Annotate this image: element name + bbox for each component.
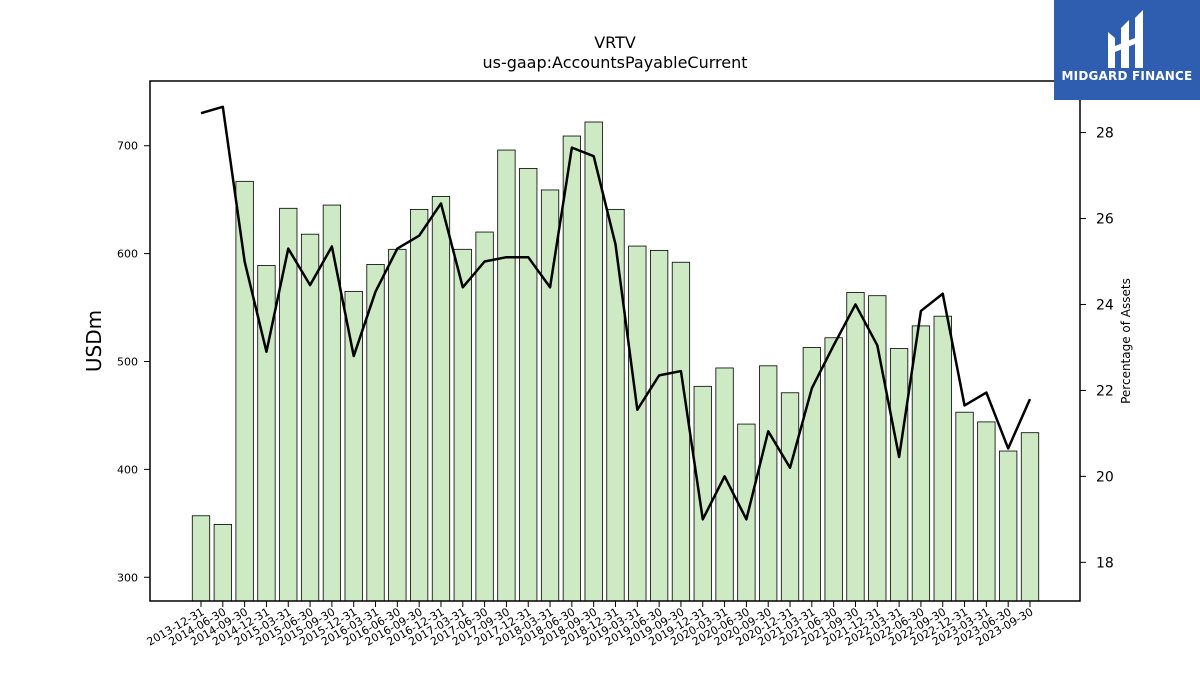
- bar: [846, 292, 865, 602]
- y-tick-label: 400: [117, 463, 138, 476]
- bar: [475, 231, 494, 602]
- bar: [235, 180, 254, 602]
- bar: [933, 315, 952, 602]
- bar: [1020, 432, 1040, 602]
- bar: [955, 411, 974, 602]
- bar: [300, 233, 320, 602]
- y-tick-label: 500: [117, 355, 138, 368]
- y2-tick-label: 20: [1096, 469, 1114, 485]
- bar: [497, 149, 516, 602]
- x-axis: 2013-12-312014-06-302014-09-302014-12-31…: [145, 601, 1036, 649]
- bar: [977, 421, 996, 602]
- y-axis-label: USDm: [82, 310, 106, 372]
- bar: [868, 295, 887, 602]
- bar: [628, 245, 647, 602]
- chart-title: VRTV: [594, 33, 636, 52]
- y2-tick-label: 18: [1096, 555, 1114, 571]
- bar: [519, 167, 538, 602]
- bar: [584, 121, 603, 602]
- bar: [693, 385, 712, 602]
- bar: [606, 208, 625, 602]
- bar: [388, 248, 407, 602]
- bar: [999, 450, 1018, 602]
- y2-tick-label: 24: [1096, 297, 1114, 313]
- percentage-line: [200, 105, 1032, 521]
- bar: [780, 392, 800, 602]
- bar: [410, 208, 429, 602]
- bar: [453, 248, 472, 602]
- bar: [737, 423, 756, 602]
- bar: [889, 348, 909, 602]
- bar: [671, 261, 691, 602]
- line-series: [200, 105, 1032, 521]
- right-axis: 18 20 22 24 26 28: [1080, 126, 1114, 571]
- bar: [279, 207, 298, 602]
- y2-axis-label: Percentage of Assets: [1119, 278, 1133, 404]
- y2-tick-label: 28: [1096, 126, 1114, 142]
- bar: [431, 196, 451, 602]
- bar: [715, 367, 734, 602]
- chart-subtitle: us-gaap:AccountsPayableCurrent: [482, 53, 747, 72]
- y2-tick-label: 26: [1096, 212, 1114, 228]
- bar: [213, 524, 232, 602]
- bar: [257, 265, 276, 602]
- y2-tick-label: 22: [1096, 383, 1114, 399]
- bar-series: [191, 121, 1040, 602]
- logo-mark-icon: [1108, 10, 1143, 68]
- bar: [322, 204, 342, 602]
- logo-text: MIDGARD FINANCE: [1061, 69, 1193, 83]
- bar: [824, 337, 843, 602]
- bar: [911, 325, 931, 602]
- bar: [650, 249, 669, 602]
- left-axis: 300 400 500 600 700: [117, 140, 150, 584]
- bar: [759, 365, 778, 602]
- y-tick-label: 700: [117, 140, 138, 153]
- bar: [562, 135, 581, 602]
- y-tick-label: 300: [117, 571, 138, 584]
- brand-logo: MIDGARD FINANCE: [1054, 0, 1200, 100]
- y-tick-label: 600: [117, 248, 138, 261]
- bar: [191, 515, 211, 602]
- bar: [366, 263, 385, 602]
